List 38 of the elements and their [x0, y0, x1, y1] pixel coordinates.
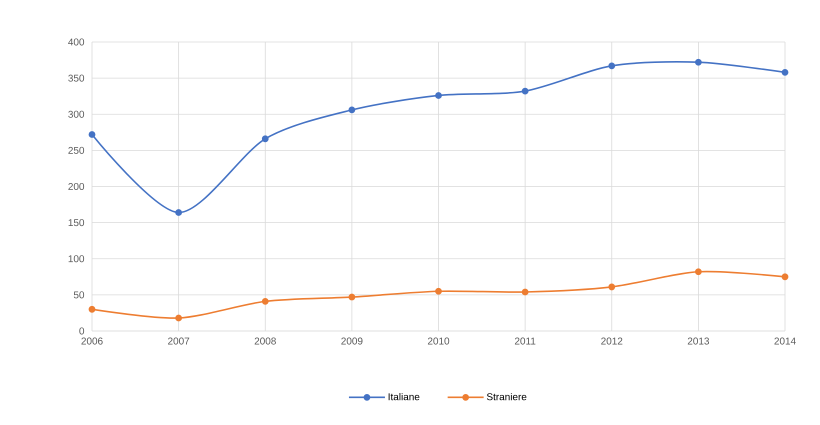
y-tick-label: 300 [68, 110, 84, 118]
point [175, 314, 182, 322]
point [348, 106, 356, 114]
x-tick-label: 2012 [601, 338, 622, 345]
y-tick-label: 150 [68, 219, 84, 226]
point [522, 288, 529, 296]
point [262, 135, 269, 142]
x-tick-label: 2014 [774, 338, 796, 345]
x-tick-label: 2007 [168, 338, 190, 345]
x-tick-label: 2009 [341, 338, 362, 345]
point [348, 294, 356, 300]
y-tick-label: 250 [68, 146, 84, 154]
point [782, 68, 788, 76]
x-tick-label: 2008 [254, 338, 276, 345]
point [694, 268, 702, 276]
point [694, 58, 702, 66]
point [435, 92, 442, 99]
point [435, 288, 442, 295]
y-tick-label: 200 [68, 182, 84, 190]
point [88, 306, 96, 313]
x-tick-label: 2010 [428, 338, 450, 345]
legend-label: Straniere [486, 392, 526, 400]
y-tick-label: 100 [68, 255, 84, 262]
y-tick-label: 0 [79, 327, 84, 335]
point [608, 62, 616, 70]
point [175, 209, 182, 216]
x-tick-label: 2011 [514, 338, 536, 345]
y-tick-label: 50 [74, 291, 84, 298]
point [782, 273, 788, 280]
point [608, 284, 616, 290]
y-tick-label: 350 [68, 74, 84, 82]
x-tick-label: 2013 [688, 338, 710, 345]
point [262, 298, 269, 305]
x-tick-label: 2006 [81, 338, 103, 345]
point [522, 88, 529, 95]
y-tick-label: 400 [68, 38, 84, 46]
point [88, 131, 96, 138]
legend-label: Italiane [388, 392, 420, 400]
